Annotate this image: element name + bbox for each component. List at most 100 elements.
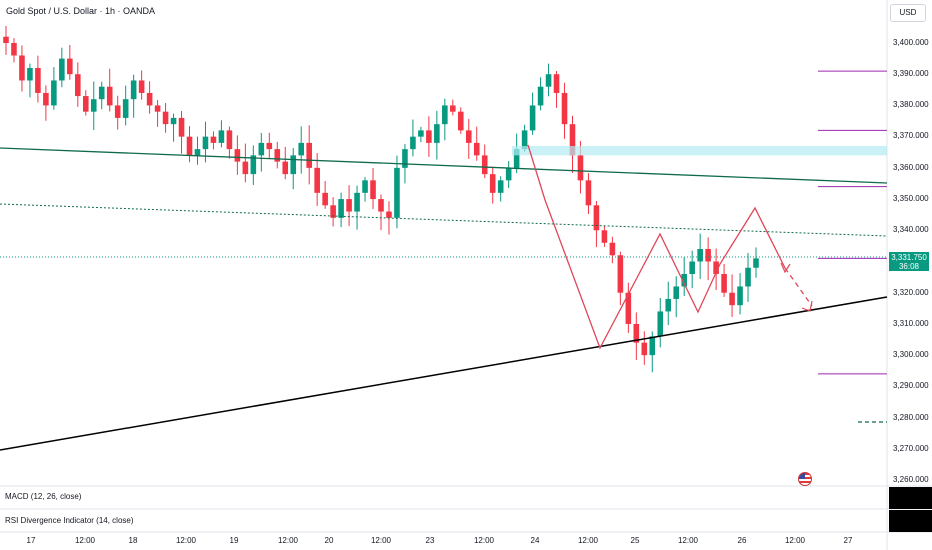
candle-body [186, 136, 193, 156]
time-tick-label: 12:00 [74, 536, 96, 545]
rsi-pane-label[interactable]: RSI Divergence Indicator (14, close) [5, 516, 134, 525]
candle-body [362, 180, 368, 193]
candle-body [418, 130, 424, 137]
candle-body [450, 105, 456, 112]
candle-body [202, 136, 209, 150]
candle-body [146, 92, 153, 106]
candle-body [346, 199, 352, 212]
candle-body [721, 273, 727, 293]
time-tick-label: 12:00 [784, 536, 806, 545]
candle-body [593, 205, 600, 231]
candle-body [354, 192, 360, 212]
time-tick-label: 12:00 [677, 536, 699, 545]
price-tick-label: 3,270.000 [893, 444, 929, 453]
time-tick-label: 23 [425, 536, 435, 545]
currency-button[interactable]: USD [890, 4, 926, 22]
candle-body [585, 180, 592, 206]
price-tick-label: 3,400.000 [893, 38, 929, 47]
projection-arrowhead [801, 300, 813, 312]
symbol-title: Gold Spot / U.S. Dollar · 1h · OANDA [6, 6, 156, 16]
macd-pane-label[interactable]: MACD (12, 26, close) [5, 492, 82, 501]
candle-body [442, 105, 448, 125]
candle-body [27, 67, 33, 81]
candle-body [210, 136, 217, 143]
candle-body [19, 55, 25, 81]
price-tick-label: 3,280.000 [893, 413, 929, 422]
candle-body [306, 142, 312, 168]
candle-body [394, 167, 400, 218]
rsi-scale [889, 510, 932, 532]
candle-body [473, 142, 480, 156]
candle-body [162, 111, 169, 125]
candle-body [218, 130, 225, 143]
candle-body [457, 111, 464, 131]
candle-body [649, 336, 656, 356]
price-tick-label: 3,370.000 [893, 131, 929, 140]
candle-body [657, 311, 664, 337]
price-tick-label: 3,300.000 [893, 350, 929, 359]
candle-body [505, 167, 512, 181]
price-tick-label: 3,350.000 [893, 194, 929, 203]
candle-body [601, 230, 608, 243]
time-tick-label: 12:00 [370, 536, 392, 545]
candle-body [625, 292, 632, 324]
resistance-zone [512, 146, 887, 156]
candle-body [290, 155, 297, 175]
time-tick-label: 20 [324, 536, 334, 545]
candle-body [250, 155, 257, 175]
time-tick-label: 19 [229, 536, 239, 545]
candle-body [43, 92, 49, 106]
candle-body [170, 117, 177, 125]
time-tick-label: 12:00 [175, 536, 197, 545]
candle-body [51, 80, 57, 106]
price-tick-label: 3,380.000 [893, 100, 929, 109]
candle-body [673, 286, 680, 299]
candle-body [35, 67, 41, 93]
candle-body [402, 149, 408, 168]
bar-countdown: 36:08 [898, 262, 920, 271]
candle-body [370, 180, 376, 200]
price-tick-label: 3,290.000 [893, 381, 929, 390]
time-tick-label: 12:00 [277, 536, 299, 545]
candle-body [481, 155, 488, 175]
candle-body [82, 96, 89, 112]
projection-arrowhead [780, 262, 791, 274]
price-tick-label: 3,310.000 [893, 319, 929, 328]
candle-body [138, 80, 145, 93]
candle-body [242, 161, 249, 175]
candle-body [75, 74, 81, 97]
candle-body [489, 174, 496, 193]
candle-body [386, 211, 392, 218]
candle-body [106, 86, 113, 106]
time-tick-label: 18 [128, 536, 138, 545]
candle-body [513, 149, 520, 168]
candle-body [338, 199, 344, 218]
candle-body [234, 149, 241, 162]
candle-body [266, 142, 273, 150]
candle-body [258, 142, 265, 156]
candle-body [178, 117, 185, 137]
candle-body [633, 323, 640, 343]
candle-body [314, 167, 320, 193]
ascending-trendline [0, 296, 888, 451]
candle-body [330, 205, 336, 218]
us-flag-icon[interactable] [798, 472, 812, 486]
candle-body [641, 342, 648, 356]
macd-scale [889, 487, 932, 509]
current-price: 3,331.750 [891, 253, 927, 262]
candle-body [122, 99, 129, 118]
candle-body [753, 258, 759, 268]
candle-body [90, 99, 97, 112]
candle-body [298, 142, 305, 156]
candle-body [569, 124, 576, 156]
time-tick-label: 24 [530, 536, 540, 545]
candle-body [11, 43, 17, 56]
price-tick-label: 3,340.000 [893, 225, 929, 234]
candle-body [705, 249, 711, 262]
candle-body [561, 92, 568, 125]
candle-body [3, 36, 9, 43]
candle-body [426, 130, 432, 143]
candle-body [745, 267, 751, 287]
candle-body [226, 130, 233, 150]
